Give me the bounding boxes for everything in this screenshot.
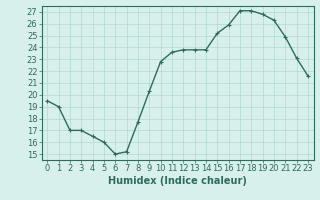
- X-axis label: Humidex (Indice chaleur): Humidex (Indice chaleur): [108, 176, 247, 186]
